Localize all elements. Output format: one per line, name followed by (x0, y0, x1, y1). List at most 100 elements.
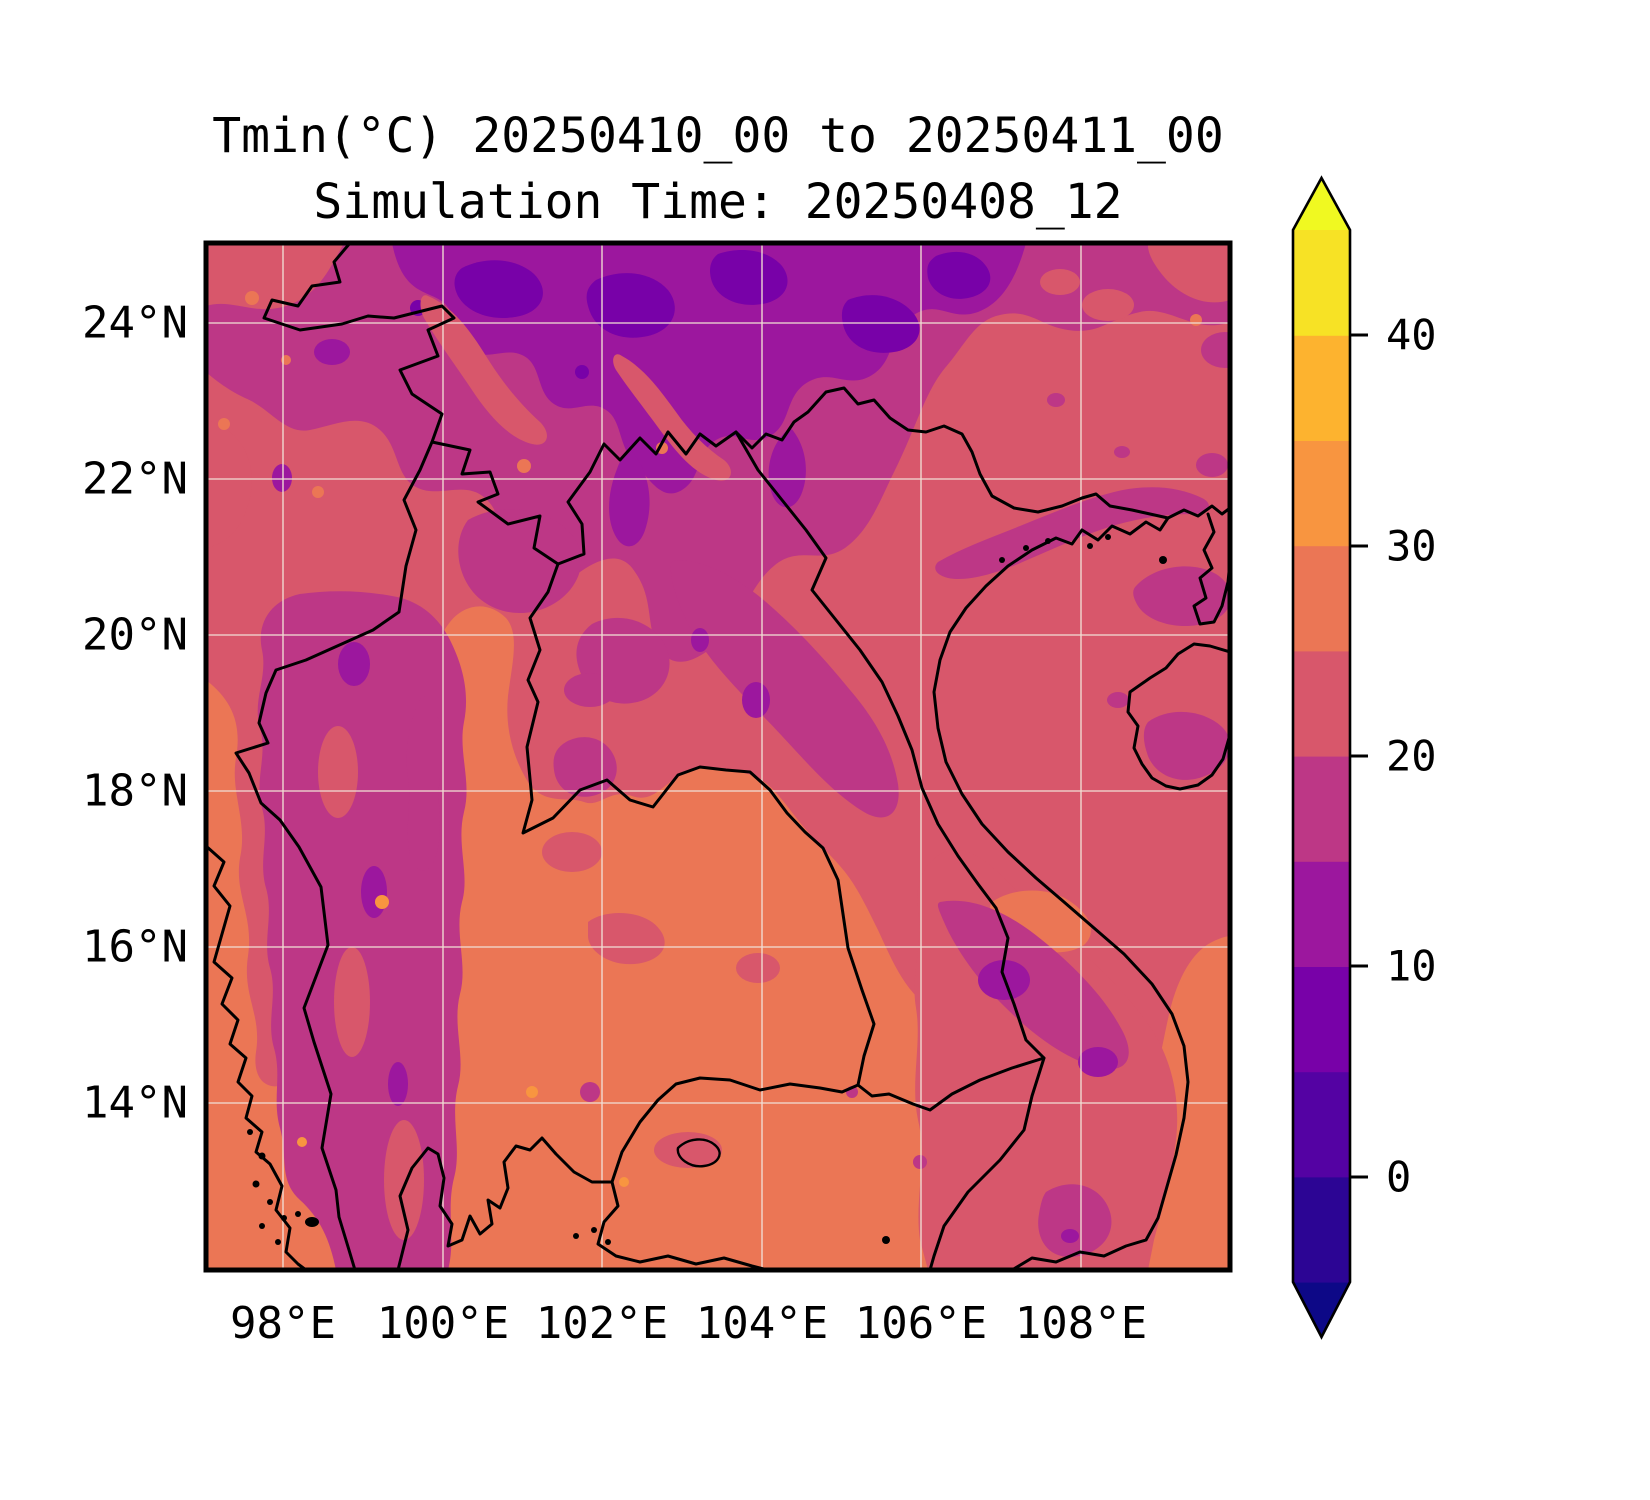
contour-region-west-range (257, 591, 467, 1270)
contour-region (314, 339, 350, 365)
contour-region (736, 953, 780, 983)
x-tick-label: 100°E (377, 1298, 509, 1349)
y-tick-label: 16°N (82, 922, 188, 973)
islet (247, 1129, 253, 1135)
contour-region (206, 420, 252, 548)
x-tick-label: 102°E (536, 1298, 668, 1349)
coast-hainan (1126, 642, 1230, 791)
contour-region (272, 464, 292, 492)
contour-speckle (245, 291, 259, 305)
coast-vietnam-china (932, 504, 1230, 1270)
colorbar-labels: 40 30 20 10 0 (1386, 311, 1437, 1202)
lake-tonle-sap (676, 1138, 721, 1168)
contour-region (338, 642, 370, 686)
contour-region (542, 832, 602, 872)
contour-region (1196, 453, 1228, 477)
colorbar-segment (1293, 756, 1350, 862)
map-frame (203, 240, 1233, 1273)
x-tick-label: 106°E (855, 1298, 987, 1349)
contour-region (406, 695, 443, 871)
contour-region (334, 947, 370, 1057)
islet (591, 1227, 597, 1233)
islet (1087, 543, 1093, 549)
islet (281, 1215, 287, 1221)
islet (267, 1199, 273, 1205)
contour-region (318, 726, 358, 818)
contour-speckle (312, 486, 324, 498)
contour-region (1133, 566, 1230, 626)
coast-andaman (206, 844, 308, 1270)
islet (605, 1239, 611, 1245)
map-area (206, 243, 1230, 1270)
contour-region (1082, 289, 1134, 321)
contour-region-hainan (1143, 711, 1230, 780)
islet (999, 557, 1005, 563)
contour-region (913, 1155, 927, 1169)
x-tick-label: 104°E (696, 1298, 828, 1349)
y-tick-label: 22°N (82, 454, 188, 505)
contour-region (609, 451, 650, 547)
colorbar-over-arrow (1293, 178, 1350, 230)
border-thailand-laos (521, 562, 876, 1087)
islet (275, 1239, 281, 1245)
colorbar-segment (1293, 335, 1350, 441)
graticule (206, 243, 1230, 1270)
islet (305, 1217, 319, 1227)
colorbar-segment (1293, 1176, 1350, 1283)
y-tick-label: 20°N (82, 610, 188, 661)
colorbar-tick-label: 40 (1386, 311, 1437, 360)
colorbar-segment (1293, 440, 1350, 547)
border-laos-vietnam (734, 430, 1046, 1270)
colorbar-tick-label: 10 (1386, 942, 1437, 991)
colorbar-ticks (1350, 333, 1368, 1179)
contour-region (1107, 692, 1129, 708)
contour-region (691, 628, 709, 652)
contour-region (1047, 393, 1065, 407)
islet (1023, 545, 1029, 551)
colorbar-segment (1293, 650, 1350, 757)
border-cambodia (610, 1056, 1046, 1184)
contour-region (564, 673, 616, 707)
border-myanmar-thailand (234, 440, 434, 1270)
contour-region (384, 1120, 424, 1240)
contour-region (588, 912, 665, 965)
contour-speckle (517, 459, 531, 473)
contour-region-delta (1038, 1184, 1112, 1257)
contour-speckle (526, 1086, 538, 1098)
colorbar-tick-label: 30 (1386, 522, 1437, 571)
contour-region (206, 243, 344, 310)
contour-region (1040, 269, 1080, 295)
colorbar-segment (1293, 545, 1350, 652)
contour-speckle (375, 895, 389, 909)
colorbar-tick-label: 20 (1386, 732, 1437, 781)
contour-region (927, 251, 991, 299)
contour-region (420, 295, 547, 445)
x-tick-label: 108°E (1015, 1298, 1147, 1349)
colorbar-segment (1293, 1071, 1350, 1178)
colorbar-segment (1293, 966, 1350, 1073)
x-axis-labels: 98°E 100°E 102°E 104°E 106°E 108°E (230, 1298, 1147, 1349)
contour-region (454, 260, 543, 318)
contour-region (841, 295, 920, 353)
chart-subtitle: Simulation Time: 20250408_12 (313, 174, 1122, 230)
border-china (262, 243, 1170, 566)
contour-region (768, 428, 806, 508)
coast-gulf-of-thailand (396, 1136, 770, 1270)
contour-speckle (297, 1137, 307, 1147)
contour-speckle (218, 418, 230, 430)
colorbar-segment (1293, 861, 1350, 967)
islet (882, 1236, 890, 1244)
country-borders (206, 243, 1230, 1270)
colorbar: 40 30 20 10 0 (1291, 175, 1437, 1340)
contour-region (1061, 1229, 1079, 1243)
contour-speckle (619, 1177, 629, 1187)
islet (1159, 556, 1167, 564)
islet (252, 1180, 260, 1188)
contour-region (1201, 332, 1230, 368)
islet (573, 1233, 579, 1239)
y-tick-label: 18°N (82, 766, 188, 817)
contour-region-halong (935, 487, 1209, 580)
contour-region (361, 866, 387, 918)
islet (295, 1211, 301, 1217)
